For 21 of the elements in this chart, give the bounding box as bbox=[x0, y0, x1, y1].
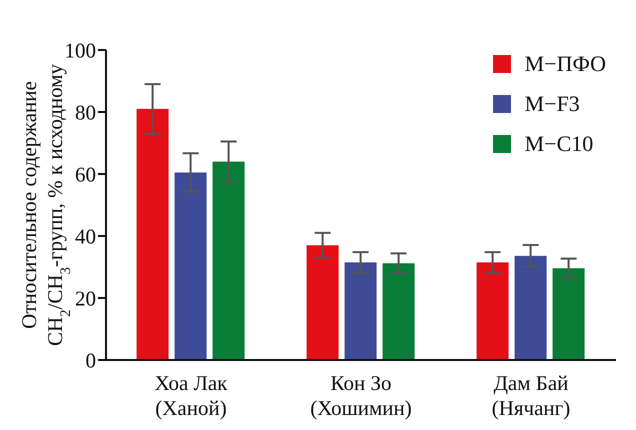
bar bbox=[212, 162, 245, 360]
bar bbox=[174, 172, 207, 360]
legend-label: М−C10 bbox=[524, 131, 594, 157]
y-tick-label: 80 bbox=[75, 100, 96, 124]
bar bbox=[344, 262, 377, 360]
bar bbox=[552, 268, 585, 360]
x-tick-label: Хоа Лак (Ханой) bbox=[154, 371, 228, 420]
bar bbox=[382, 263, 415, 360]
y-tick-label: 40 bbox=[75, 224, 96, 248]
x-tick-label: Дам Бай (Нячанг) bbox=[492, 371, 570, 420]
bar bbox=[514, 256, 547, 360]
y-tick-label: 20 bbox=[75, 286, 96, 310]
y-tick-label: 0 bbox=[86, 348, 96, 372]
x-tick-label: Кон Зо (Хошимин) bbox=[310, 371, 412, 420]
legend-label: М−ПФО bbox=[524, 51, 606, 77]
legend-label: М−F3 bbox=[524, 91, 580, 117]
bar bbox=[476, 262, 509, 360]
bar bbox=[306, 245, 339, 360]
bar bbox=[136, 108, 169, 360]
y-tick-label: 100 bbox=[64, 38, 96, 62]
y-tick-label: 60 bbox=[75, 162, 96, 186]
